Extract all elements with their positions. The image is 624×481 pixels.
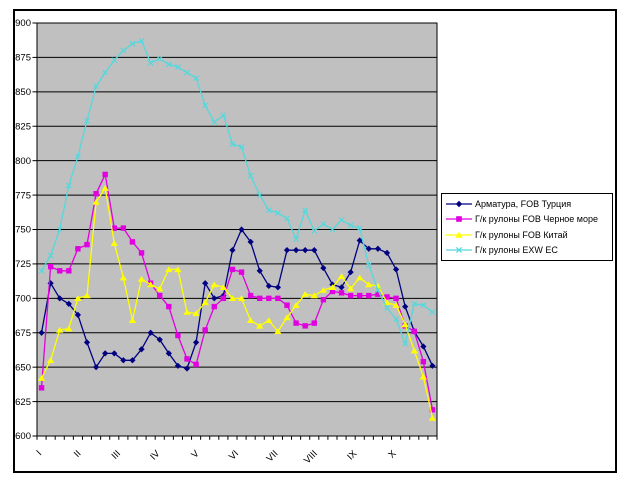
legend-label: Арматура, FOB Турция: [475, 198, 572, 209]
svg-text:650: 650: [15, 362, 31, 373]
svg-text:II: II: [72, 448, 84, 460]
svg-text:850: 850: [15, 87, 31, 98]
svg-text:600: 600: [15, 431, 31, 442]
legend-item: Г/к рулоны FOB Китай: [446, 228, 612, 242]
svg-text:VIII: VIII: [302, 448, 320, 466]
svg-text:VII: VII: [264, 448, 280, 464]
series-1: [38, 171, 436, 413]
svg-text:I: I: [34, 448, 44, 458]
svg-text:VI: VI: [227, 448, 241, 462]
svg-text:775: 775: [15, 190, 31, 201]
svg-text:725: 725: [15, 259, 31, 270]
x-axis-labels: I II III IV V VI VII VIII IX X: [34, 448, 399, 466]
legend-item: Г/к рулоны EXW ЕС: [446, 243, 612, 257]
series-3: [38, 37, 436, 347]
svg-text:825: 825: [15, 121, 31, 132]
svg-text:III: III: [110, 448, 123, 461]
legend-x-line-icon: [446, 247, 472, 254]
y-axis-labels: 600 625 650 675 700 725 750 775 800 825 850 875 900: [15, 18, 31, 442]
legend-label: Г/к рулоны FOB Китай: [475, 229, 568, 240]
svg-text:675: 675: [15, 328, 31, 339]
legend-diamond-line-icon: [446, 200, 472, 207]
svg-text:875: 875: [15, 53, 31, 64]
series-2: [37, 185, 437, 421]
svg-text:625: 625: [15, 397, 31, 408]
svg-text:IV: IV: [148, 448, 163, 463]
legend-triangle-line-icon: [446, 231, 472, 238]
svg-text:750: 750: [15, 225, 31, 236]
x-axis-ticks: [36, 436, 438, 440]
svg-text:800: 800: [15, 156, 31, 167]
svg-text:X: X: [386, 448, 399, 461]
legend-item: Арматура, FOB Турция: [446, 197, 612, 211]
legend-square-line-icon: [446, 216, 472, 223]
legend: Арматура, FOB Турция Г/к рулоны FOB Черн…: [441, 193, 613, 261]
svg-text:700: 700: [15, 294, 31, 305]
svg-text:IX: IX: [345, 448, 360, 463]
svg-text:900: 900: [15, 18, 31, 29]
y-axis-ticks: [32, 22, 37, 437]
legend-label: Г/к рулоны EXW ЕС: [475, 245, 558, 256]
legend-item: Г/к рулоны FOB Черное море: [446, 212, 612, 226]
svg-text:V: V: [189, 448, 202, 461]
legend-label: Г/к рулоны FOB Черное море: [475, 214, 599, 225]
